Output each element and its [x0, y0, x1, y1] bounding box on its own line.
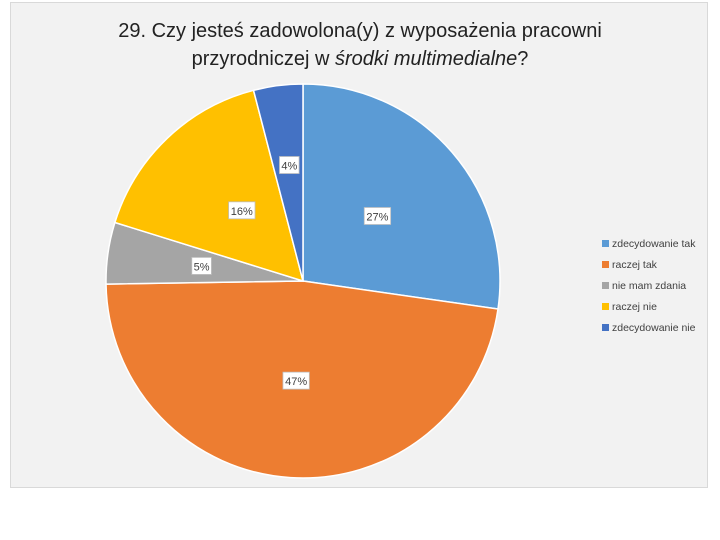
legend-item: raczej tak	[602, 254, 720, 275]
legend-label: zdecydowanie tak	[612, 237, 696, 250]
data-label: 16%	[231, 206, 253, 218]
legend-label: zdecydowanie nie	[612, 321, 696, 334]
legend-label: raczej nie	[612, 300, 657, 313]
legend-swatch	[602, 282, 609, 289]
data-label-box	[282, 371, 310, 390]
chart-area: 29. Czy jesteś zadowolona(y) z wyposażen…	[10, 2, 708, 488]
data-label: 27%	[366, 211, 388, 223]
chart-legend: zdecydowanie tak raczej tak nie mam zdania…	[602, 233, 720, 338]
data-label-box	[279, 156, 300, 174]
pie-slice-zdecydowanie-tak	[302, 83, 501, 310]
pie-slice-zdecydowanie-nie	[252, 83, 304, 282]
data-label-box	[363, 207, 392, 225]
pie-chart: 27% 47% 5% 16% 4%	[105, 83, 501, 479]
data-label: 47%	[285, 376, 307, 388]
data-label-box	[191, 257, 212, 275]
chart-title: 29. Czy jesteś zadowolona(y) z wyposażen…	[11, 17, 709, 73]
data-label: 5%	[194, 261, 210, 273]
data-label: 4%	[281, 161, 297, 173]
chart-title-line2: przyrodniczej w środki multimedialne?	[11, 45, 709, 73]
legend-swatch	[602, 240, 609, 247]
legend-swatch	[602, 261, 609, 268]
legend-item: raczej nie	[602, 296, 720, 317]
chart-title-line1: 29. Czy jesteś zadowolona(y) z wyposażen…	[118, 20, 602, 42]
pie-slice-raczej-nie	[113, 89, 305, 283]
legend-swatch	[602, 324, 609, 331]
legend-item: nie mam zdania	[602, 275, 720, 296]
chart-title-line2-italic: środki multimedialne	[334, 48, 518, 70]
data-label-box	[228, 201, 256, 220]
legend-label: raczej tak	[612, 258, 657, 271]
legend-label: nie mam zdania	[612, 279, 687, 292]
legend-item: zdecydowanie nie	[602, 317, 720, 338]
chart-title-line2-prefix: przyrodniczej w	[191, 48, 335, 70]
legend-swatch	[602, 303, 609, 310]
chart-title-line2-suffix: ?	[517, 48, 529, 70]
legend-item: zdecydowanie tak	[602, 233, 720, 254]
